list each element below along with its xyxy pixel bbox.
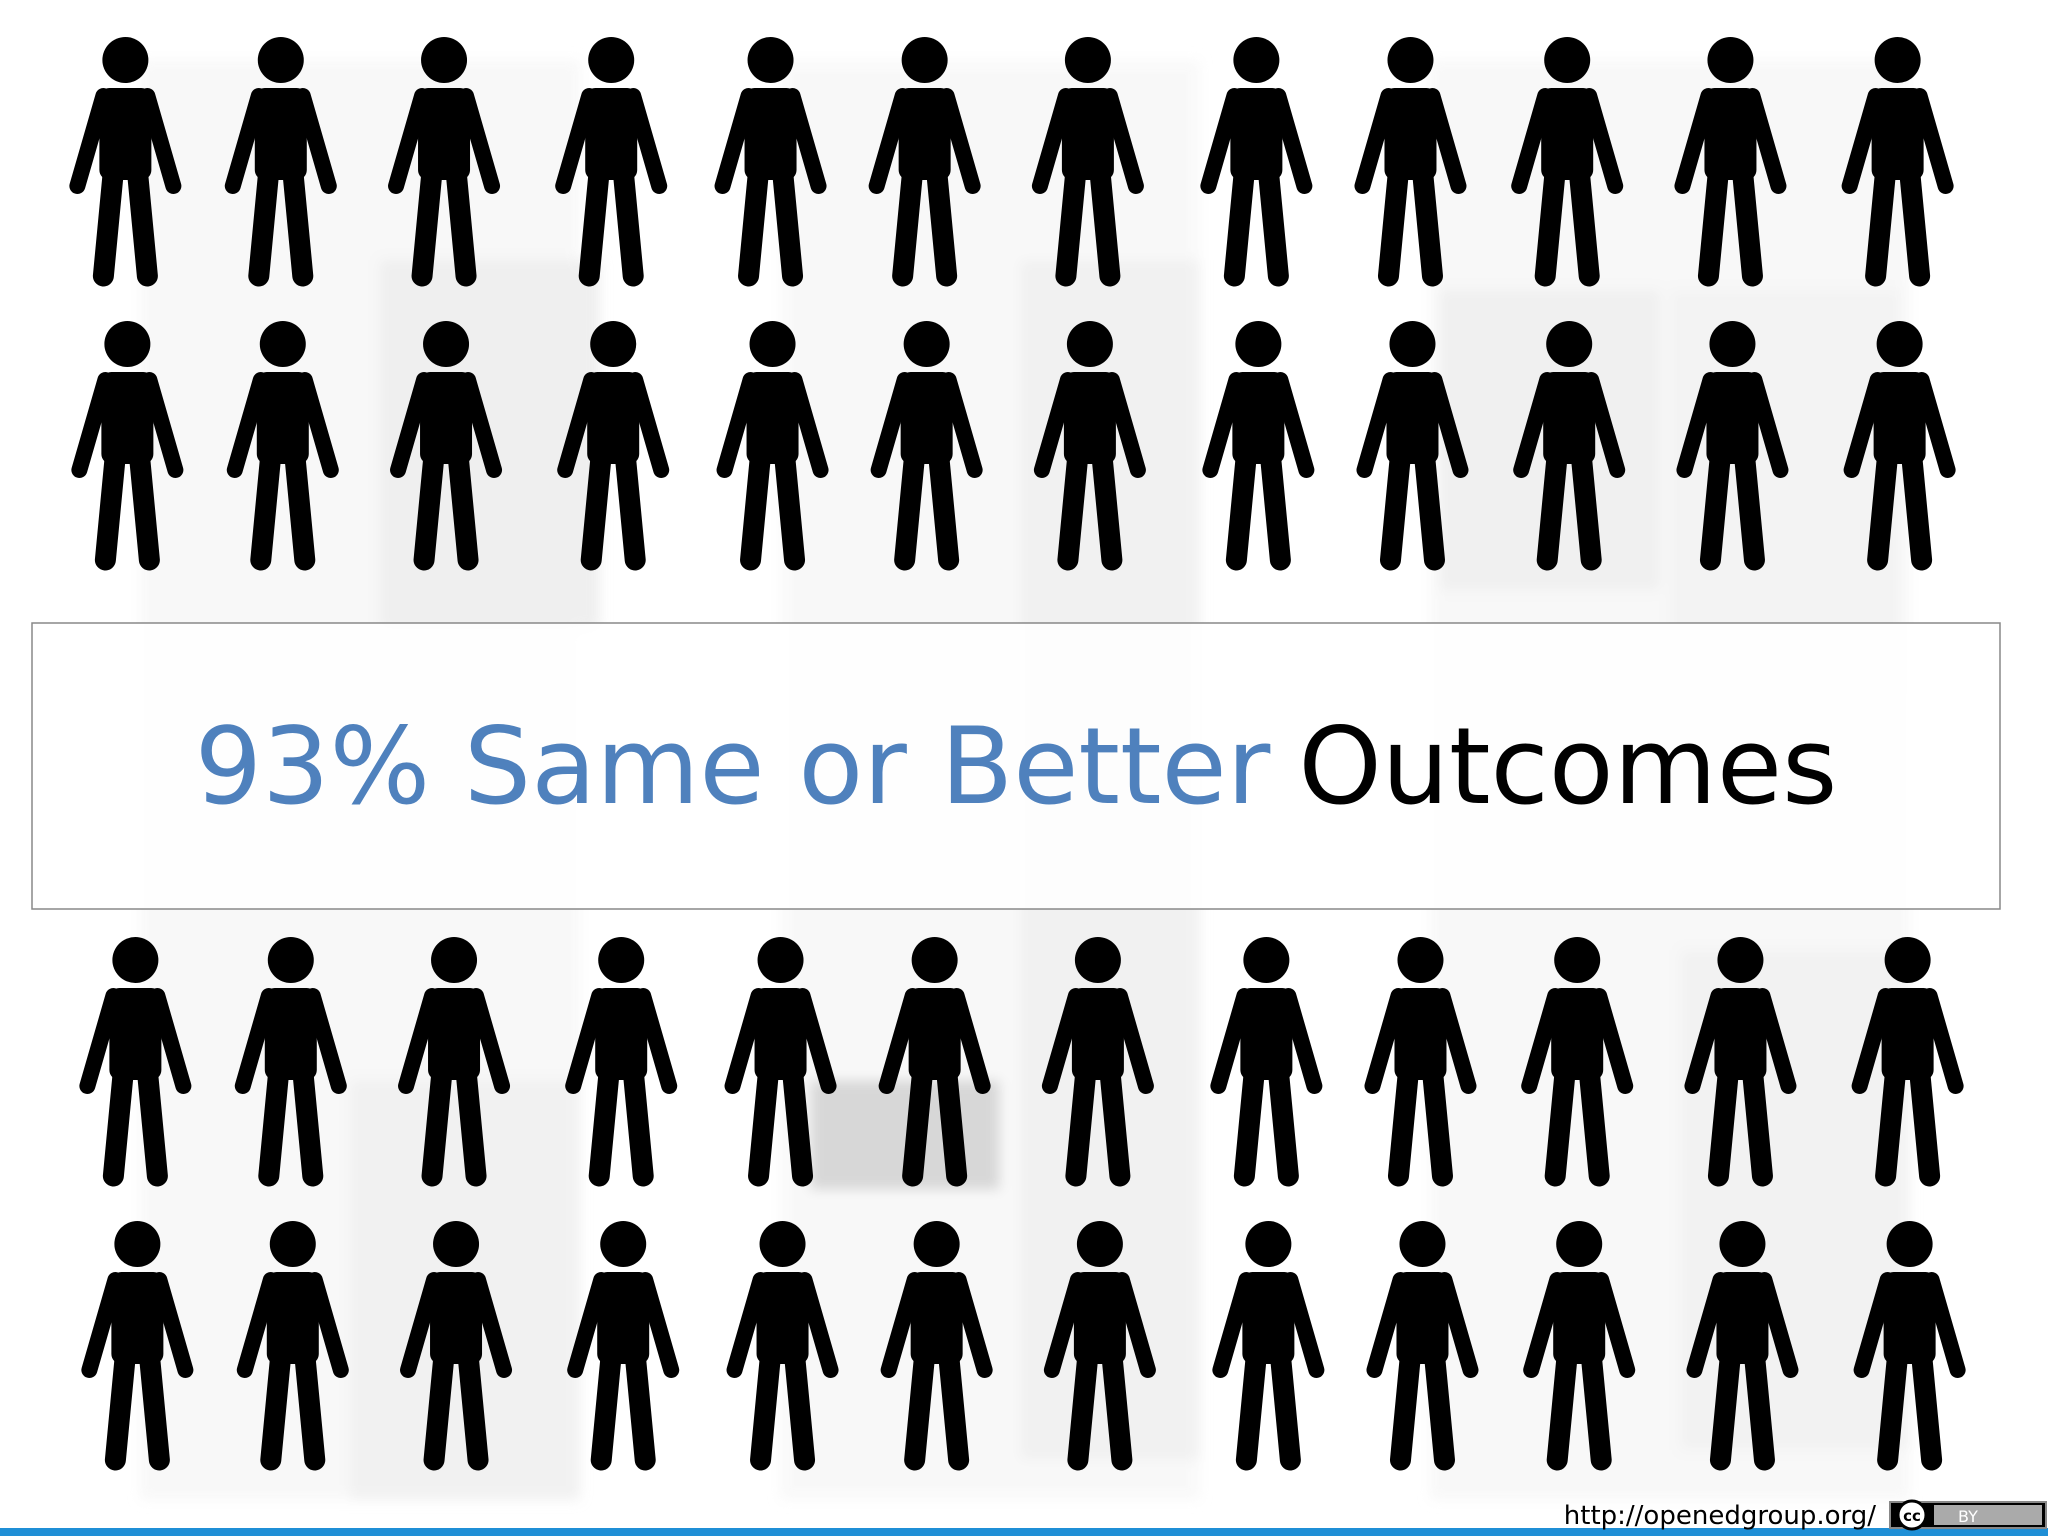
person-icon [1218, 937, 1314, 1176]
headline-box [31, 622, 2001, 910]
headline-highlight: 93% Same or Better [195, 705, 1271, 828]
footer-bar [0, 1528, 2048, 1536]
person-icon [573, 937, 669, 1176]
cc-label: cc [1903, 1507, 1921, 1525]
by-label: BY [1958, 1507, 1978, 1526]
person-icon [575, 1221, 671, 1460]
headline-rest: Outcomes [1298, 705, 1837, 828]
headline: 93% Same or Better Outcomes [195, 705, 1838, 828]
person-icon [1208, 37, 1304, 276]
person-icon [1210, 321, 1306, 560]
license-badge: cc BY [1889, 1499, 2047, 1531]
footer-url: http://openedgroup.org/ [1564, 1501, 1876, 1531]
person-icon [1220, 1221, 1316, 1460]
